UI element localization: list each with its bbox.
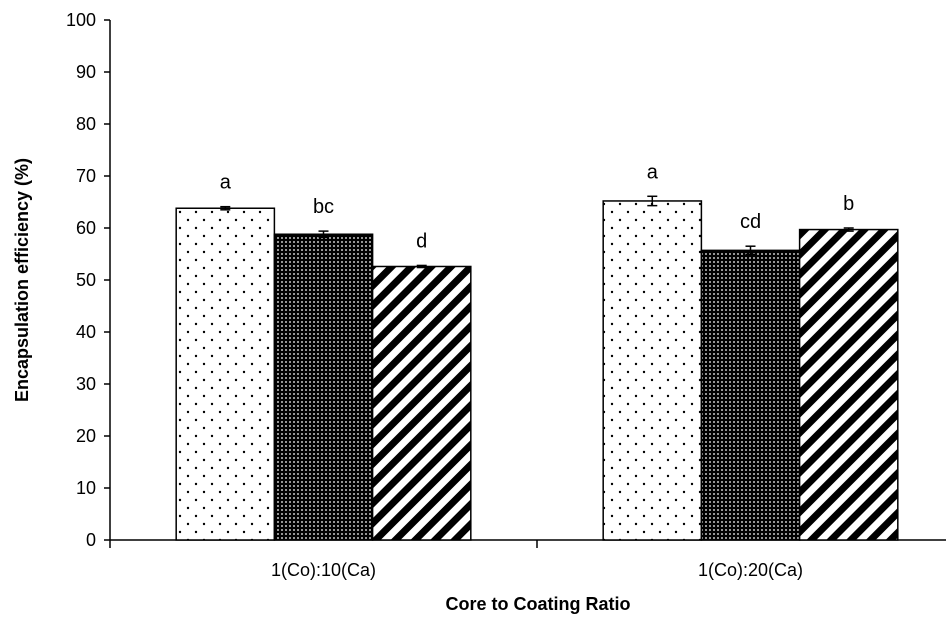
significance-label: a (220, 172, 232, 194)
y-tick-label: 30 (76, 374, 96, 394)
y-tick-label: 0 (86, 530, 96, 550)
y-tick-label: 90 (76, 62, 96, 82)
y-tick-label: 100 (66, 10, 96, 30)
bar-diagonal-stripes-2 (800, 230, 898, 540)
y-tick-label: 80 (76, 114, 96, 134)
y-axis-title: Encapsulation efficiency (%) (12, 158, 32, 402)
y-tick-label: 60 (76, 218, 96, 238)
significance-label: bc (313, 196, 334, 218)
bar-dense-dots-1 (274, 234, 372, 540)
y-tick-label: 70 (76, 166, 96, 186)
bar-sparse-dots-2 (603, 201, 701, 540)
x-category-label: 1(Co):20(Ca) (698, 560, 803, 580)
y-tick-label: 50 (76, 270, 96, 290)
y-tick-label: 20 (76, 426, 96, 446)
bar-dense-dots-2 (701, 250, 799, 540)
bar-sparse-dots-1 (176, 208, 274, 540)
bar-diagonal-stripes-1 (373, 266, 471, 540)
significance-label: d (416, 230, 427, 252)
x-category-label: 1(Co):10(Ca) (271, 560, 376, 580)
y-tick-label: 40 (76, 322, 96, 342)
significance-label: b (843, 193, 854, 215)
x-axis-title: Core to Coating Ratio (446, 594, 631, 614)
y-tick-label: 10 (76, 478, 96, 498)
significance-label: cd (740, 211, 761, 233)
significance-label: a (647, 161, 659, 183)
